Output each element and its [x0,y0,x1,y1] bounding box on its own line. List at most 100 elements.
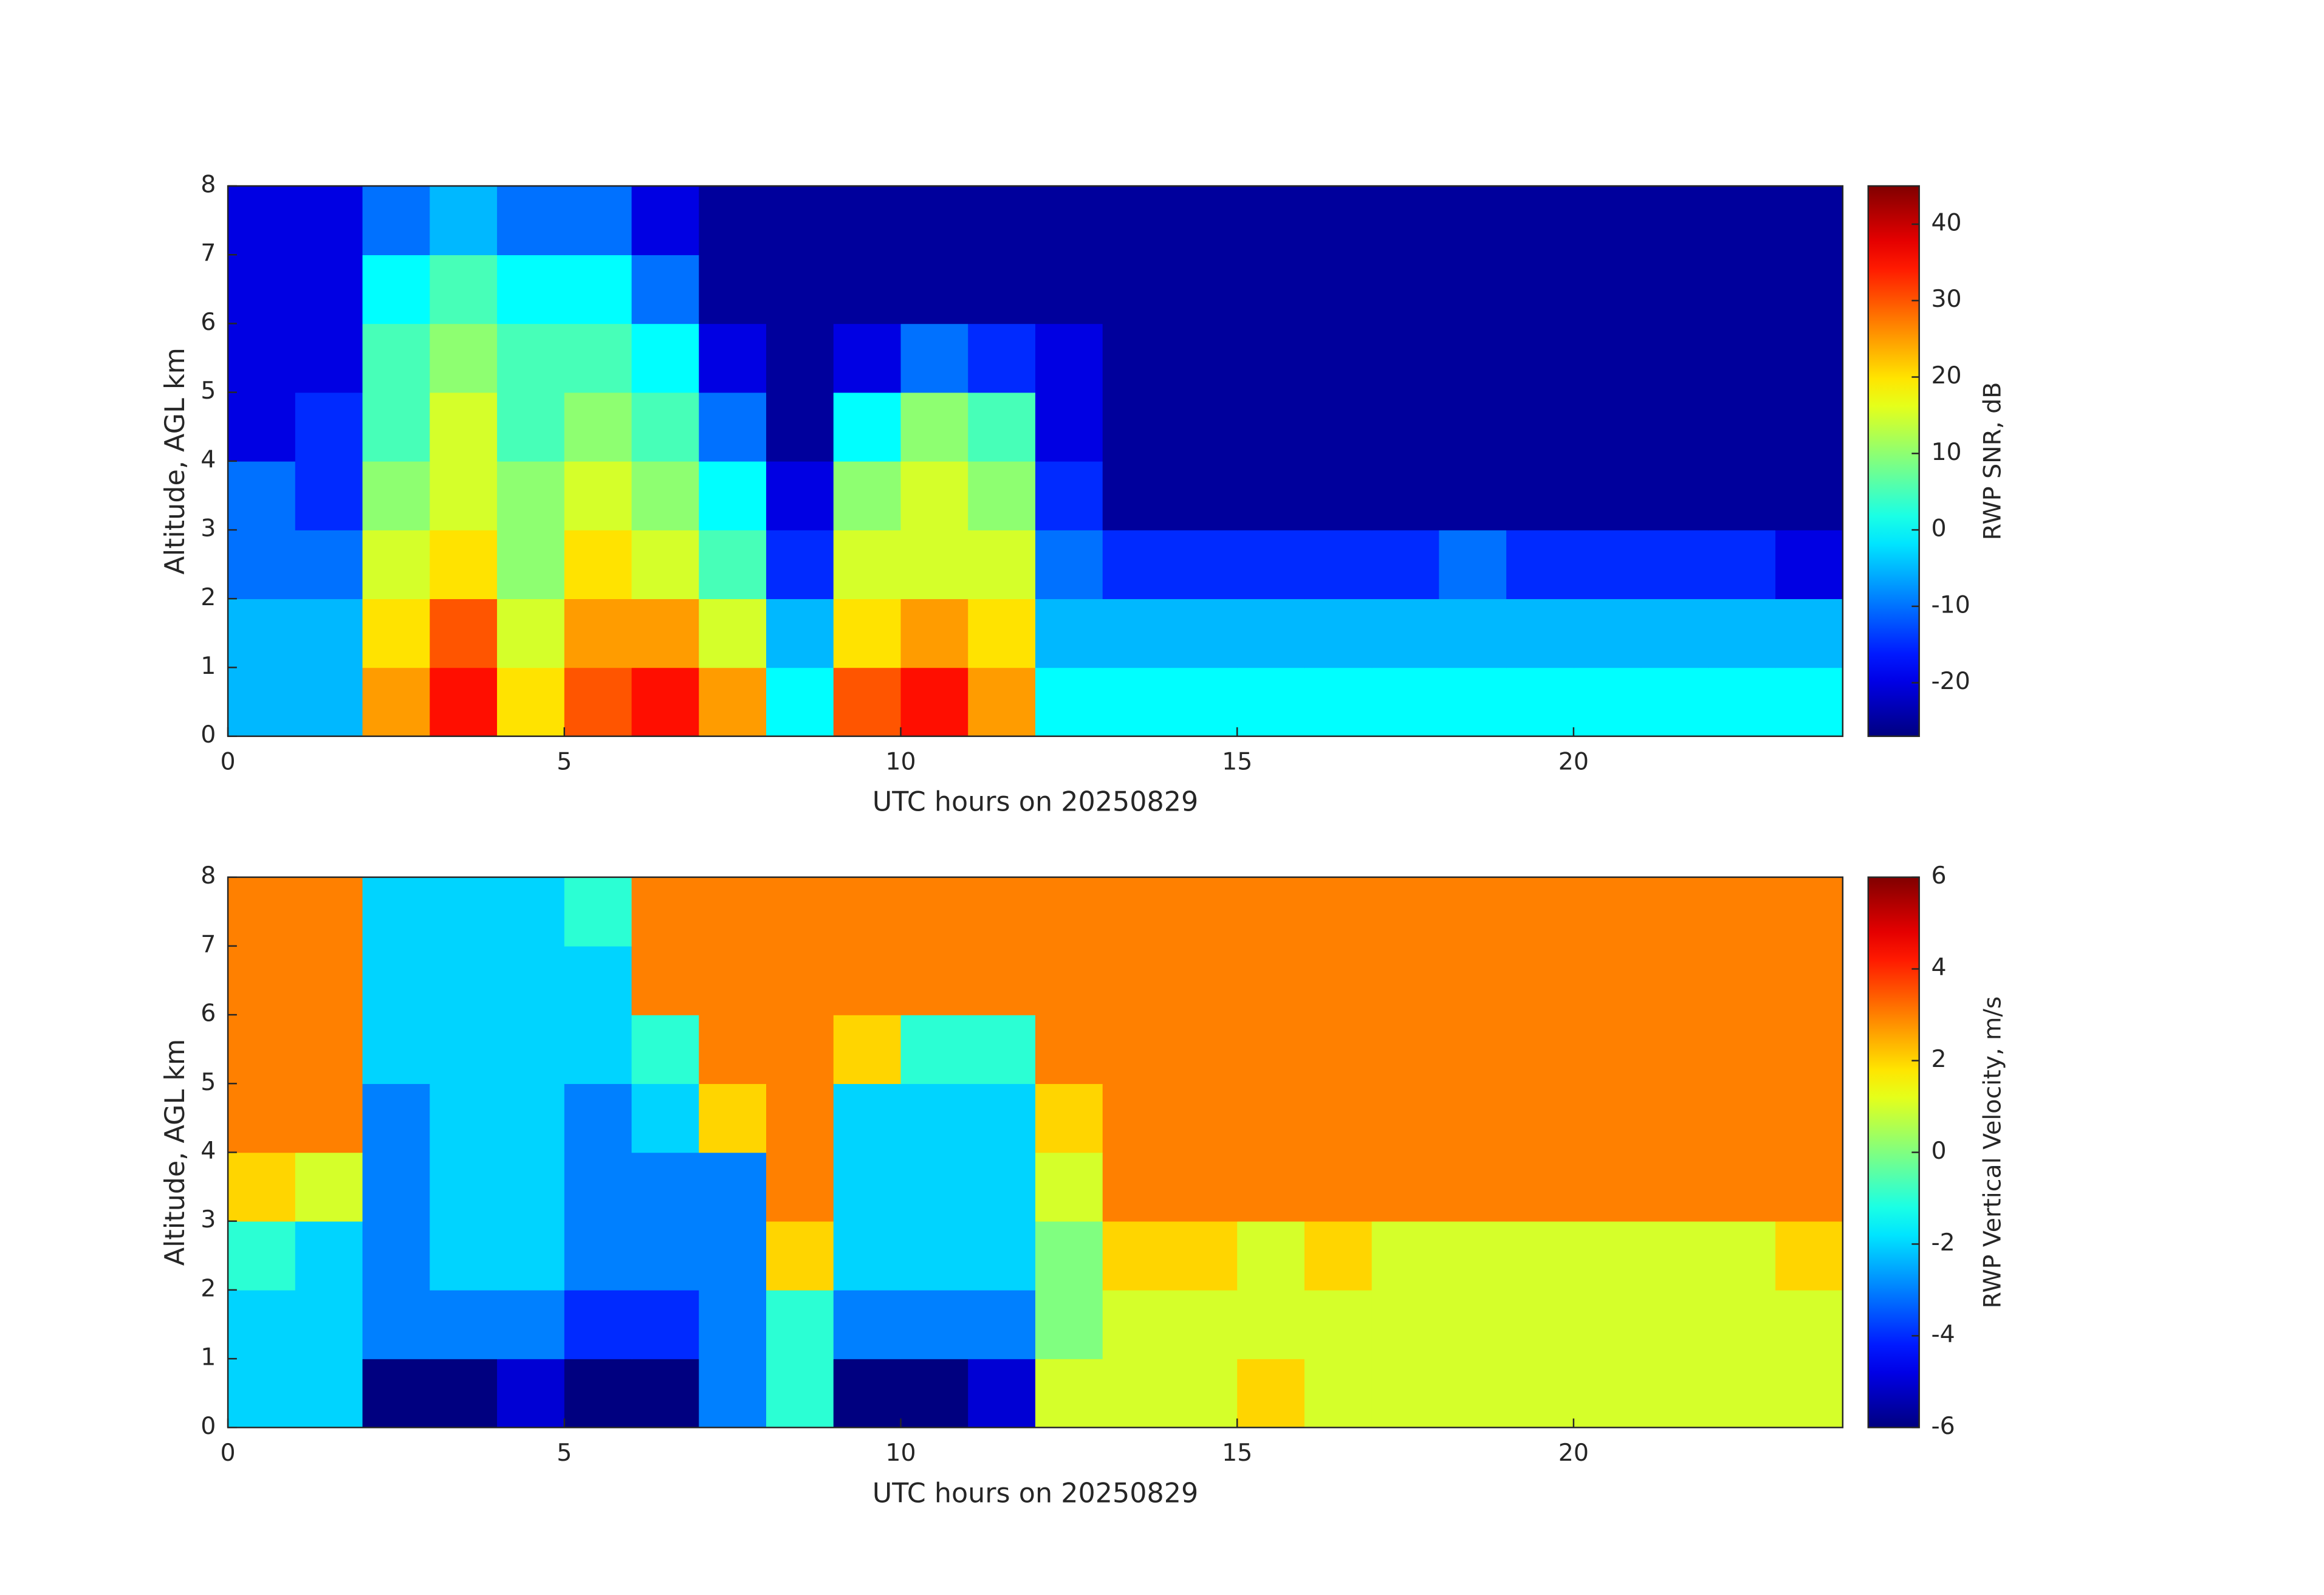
heatmap-cell [362,667,431,737]
heatmap-cell [1035,1015,1103,1085]
heatmap-cell [1304,877,1373,947]
heatmap-cell [900,1359,968,1429]
heatmap-cell [1170,1015,1238,1085]
heatmap-cell [1170,599,1238,668]
heatmap-cell [968,1221,1036,1291]
heatmap-cell [430,1359,498,1429]
heatmap-cell [766,323,834,393]
heatmap-cell [766,1015,834,1085]
heatmap-cell [1237,599,1305,668]
heatmap-cell [1371,255,1440,324]
heatmap-cell [1708,461,1776,530]
heatmap-cell [1371,1083,1440,1153]
heatmap-cell [295,1221,363,1291]
x-tick-label: 15 [1222,748,1252,776]
y-tick-label: 8 [201,171,216,199]
colorbar-tick-label: 6 [1931,862,1946,890]
heatmap-cell [1775,530,1843,600]
heatmap-cell [1304,599,1373,668]
heatmap-cell [833,1359,902,1429]
heatmap-cell [1708,392,1776,462]
heatmap-cell [228,1015,296,1085]
heatmap-cell [1640,1015,1709,1085]
y-tick-label: 7 [201,239,216,267]
heatmap-cell [1371,186,1440,255]
heatmap-cell [1102,1083,1171,1153]
heatmap-cell [1102,530,1171,600]
heatmap-cell [1640,186,1709,255]
y-axis-label: Altitude, AGL km [160,348,191,575]
heatmap-cell [1775,392,1843,462]
heatmap-cell [564,186,632,255]
heatmap-cell [766,1152,834,1222]
heatmap-cell [1304,1015,1373,1085]
heatmap-cell [833,323,902,393]
heatmap-cell [766,1083,834,1153]
heatmap-cell [1170,1152,1238,1222]
heatmap-cell [1237,461,1305,530]
heatmap-cell [699,255,767,324]
heatmap-cell [968,1015,1036,1085]
y-tick-label: 2 [201,1274,216,1302]
heatmap-cell [497,392,565,462]
heatmap-cell [228,530,296,600]
heatmap-cell [1304,667,1373,737]
y-tick-label: 7 [201,930,216,958]
heatmap-cell [1573,1289,1642,1359]
heatmap-cell [631,667,700,737]
heatmap-cell [1371,599,1440,668]
heatmap-cell [228,1221,296,1291]
heatmap-cell [228,186,296,255]
heatmap-cell [1371,667,1440,737]
heatmap-cell [1708,1152,1776,1222]
heatmap-cell [497,877,565,947]
heatmap-cell [968,599,1036,668]
heatmap-cell [1506,461,1574,530]
heatmap-cell [564,461,632,530]
heatmap-cell [1304,1289,1373,1359]
heatmap-cell [1640,1152,1709,1222]
heatmap-cell [699,877,767,947]
heatmap-cell [833,530,902,600]
heatmap-cell [900,461,968,530]
heatmap-cell [1640,255,1709,324]
heatmap-cell [564,667,632,737]
heatmap-cell [1304,945,1373,1015]
heatmap-cell [1237,877,1305,947]
colorbar-label: RWP Vertical Velocity, m/s [1979,996,2007,1309]
heatmap-cell [1640,530,1709,600]
heatmap-cell [1439,945,1507,1015]
heatmap-cell [362,1152,431,1222]
heatmap-cell [766,945,834,1015]
heatmap-cell [497,1015,565,1085]
heatmap-cell [900,255,968,324]
heatmap-cell [1439,461,1507,530]
heatmap-cell [430,461,498,530]
heatmap-cell [1035,323,1103,393]
heatmap-cell [699,667,767,737]
heatmap-cell [900,1221,968,1291]
heatmap-cell [968,667,1036,737]
heatmap-cell [564,1221,632,1291]
heatmap-cell [1170,945,1238,1015]
heatmap-cell [1237,1359,1305,1429]
x-tick-label: 20 [1558,1439,1589,1467]
heatmap-cell [1304,461,1373,530]
heatmap-cell [1102,323,1171,393]
heatmap-cell [564,1083,632,1153]
heatmap-cell [1708,323,1776,393]
heatmap-cell [699,1083,767,1153]
heatmap-cell [631,1289,700,1359]
x-tick-label: 20 [1558,748,1589,776]
heatmap-cell [631,1015,700,1085]
heatmap-cell [497,945,565,1015]
heatmap-cell [1371,392,1440,462]
colorbar-tick-label: 40 [1931,208,1961,236]
heatmap-cell [1708,1015,1776,1085]
heatmap-cell [968,255,1036,324]
y-tick-label: 8 [201,862,216,890]
heatmap-cell [497,323,565,393]
heatmap-cell [295,461,363,530]
heatmap-cell [833,1083,902,1153]
heatmap-cell [1102,1221,1171,1291]
